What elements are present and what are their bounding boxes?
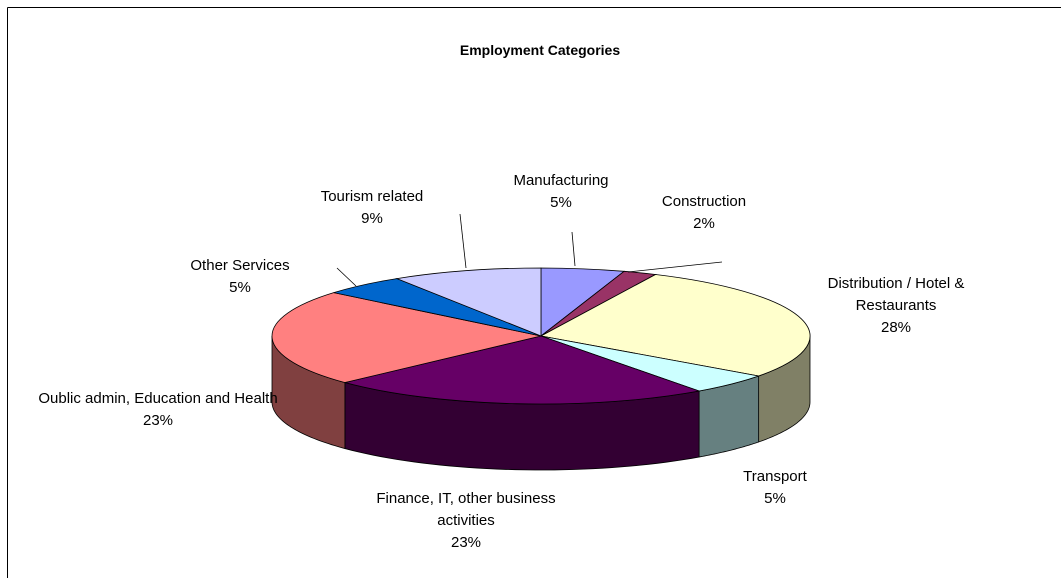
- category-name: Construction: [661, 193, 747, 210]
- slice-label: Manufacturing 5%: [491, 170, 631, 214]
- value-label: 9%: [361, 210, 383, 227]
- value-label: 23%: [142, 412, 174, 429]
- value-label: 23%: [450, 534, 482, 551]
- category-name: Distribution / Hotel & Restaurants: [827, 275, 965, 314]
- leader-line: [459, 213, 467, 269]
- category-name: Manufacturing: [513, 172, 609, 189]
- leader-line: [627, 261, 723, 273]
- chart-title: Employment Categories: [459, 42, 621, 58]
- slice-label: Tourism related 9%: [292, 186, 452, 230]
- value-label: 28%: [880, 319, 912, 336]
- leader-line: [336, 267, 357, 287]
- slice-label: Construction 2%: [634, 191, 774, 235]
- category-name: Oublic admin, Education and Health: [38, 390, 278, 407]
- category-name: Finance, IT, other business activities: [376, 490, 556, 529]
- slice-label: Finance, IT, other business activities 23…: [366, 488, 566, 554]
- slice: [395, 267, 542, 337]
- value-label: 5%: [764, 490, 786, 507]
- leader-line: [571, 231, 576, 267]
- slice-label: Other Services 5%: [160, 255, 320, 299]
- slice-label: Oublic admin, Education and Health 23%: [38, 388, 278, 432]
- slice-label: Transport 5%: [715, 466, 835, 510]
- value-label: 5%: [550, 194, 572, 211]
- value-label: 5%: [229, 279, 251, 296]
- category-name: Transport: [743, 468, 807, 485]
- category-name: Tourism related: [320, 188, 424, 205]
- slice: [539, 274, 811, 377]
- slice: [271, 292, 542, 383]
- value-label: 2%: [693, 215, 715, 232]
- slice: [344, 335, 701, 405]
- category-name: Other Services: [190, 257, 290, 274]
- slice-label: Distribution / Hotel & Restaurants 28%: [796, 273, 996, 339]
